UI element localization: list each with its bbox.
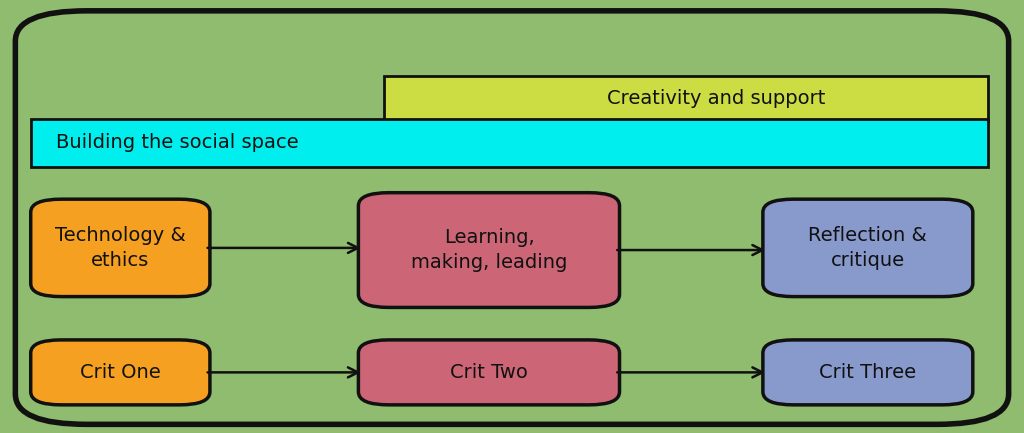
FancyBboxPatch shape [358,340,620,405]
Text: Reflection &
critique: Reflection & critique [809,226,927,270]
Text: Creativity and support: Creativity and support [607,89,825,108]
Text: Building the social space: Building the social space [56,133,299,152]
FancyBboxPatch shape [763,340,973,405]
FancyBboxPatch shape [31,199,210,297]
Text: Technology &
ethics: Technology & ethics [55,226,185,270]
FancyBboxPatch shape [384,76,988,121]
FancyBboxPatch shape [31,119,988,167]
Text: Learning,
making, leading: Learning, making, leading [411,228,567,272]
Text: Crit One: Crit One [80,363,161,382]
FancyBboxPatch shape [15,11,1009,424]
FancyBboxPatch shape [31,340,210,405]
Text: Crit Two: Crit Two [450,363,528,382]
FancyBboxPatch shape [358,193,620,307]
FancyBboxPatch shape [763,199,973,297]
Text: Crit Three: Crit Three [819,363,916,382]
